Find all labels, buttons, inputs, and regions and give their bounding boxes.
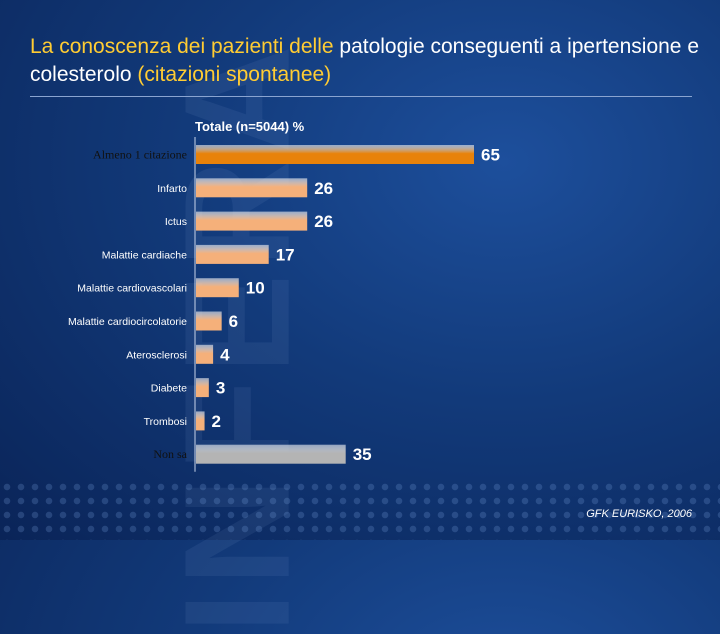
bar — [196, 311, 222, 331]
title-part: patologie conseguenti a ipertensione e c… — [30, 35, 705, 86]
title-part: La conoscenza dei pazienti delle — [30, 35, 340, 58]
bar — [196, 278, 239, 298]
category-label: Ictus — [165, 216, 187, 228]
data-label: 10 — [246, 279, 265, 298]
category-label: Trombosi — [144, 416, 187, 428]
category-label: Almeno 1 citazione — [93, 148, 187, 162]
bar — [196, 211, 308, 231]
title-part: (citazioni spontanee) — [137, 63, 332, 86]
bar — [196, 378, 209, 398]
data-label: 4 — [220, 345, 230, 364]
title-divider — [30, 96, 692, 97]
category-label: Non sa — [153, 447, 187, 461]
category-label: Malattie cardiocircolatorie — [68, 316, 187, 328]
bar — [196, 344, 214, 364]
category-label: Aterosclerosi — [126, 349, 187, 361]
dot-pattern-decoration — [0, 480, 720, 540]
data-label: 2 — [212, 412, 221, 431]
category-label: Malattie cardiovascolari — [77, 283, 187, 295]
bar — [196, 178, 308, 198]
data-label: 35 — [353, 445, 372, 464]
category-label: Malattie cardiache — [102, 249, 187, 261]
chart-title: Totale (n=5044) % — [195, 119, 305, 134]
bar — [196, 244, 269, 264]
bar — [196, 145, 474, 164]
data-label: 3 — [216, 379, 225, 398]
data-label: 17 — [276, 245, 295, 264]
bar — [196, 411, 205, 431]
data-label: 26 — [314, 179, 333, 198]
data-label: 65 — [481, 146, 500, 165]
data-label: 26 — [314, 212, 333, 231]
slide-title: La conoscenza dei pazienti delle patolog… — [30, 33, 700, 89]
data-label: 6 — [229, 312, 238, 331]
category-label: Infarto — [157, 183, 187, 195]
category-label: Diabete — [151, 383, 187, 395]
source-note: GFK EURISKO, 2006 — [586, 508, 692, 520]
bar — [196, 444, 346, 464]
